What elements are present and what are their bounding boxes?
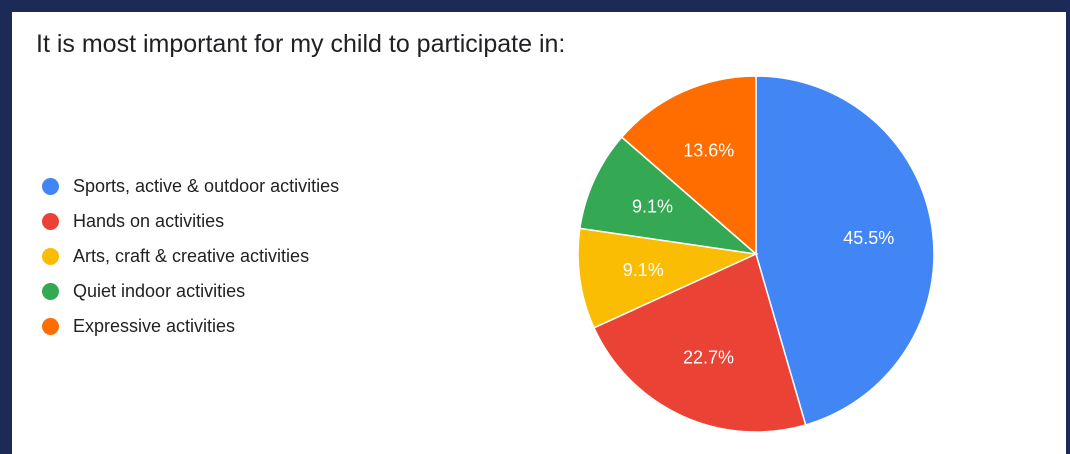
slice-label-quiet: 9.1% xyxy=(632,196,673,216)
slice-label-hands-on: 22.7% xyxy=(683,348,734,368)
slice-label-sports: 45.5% xyxy=(843,228,894,248)
slice-label-expressive: 13.6% xyxy=(683,140,734,160)
slice-label-arts: 9.1% xyxy=(623,260,664,280)
